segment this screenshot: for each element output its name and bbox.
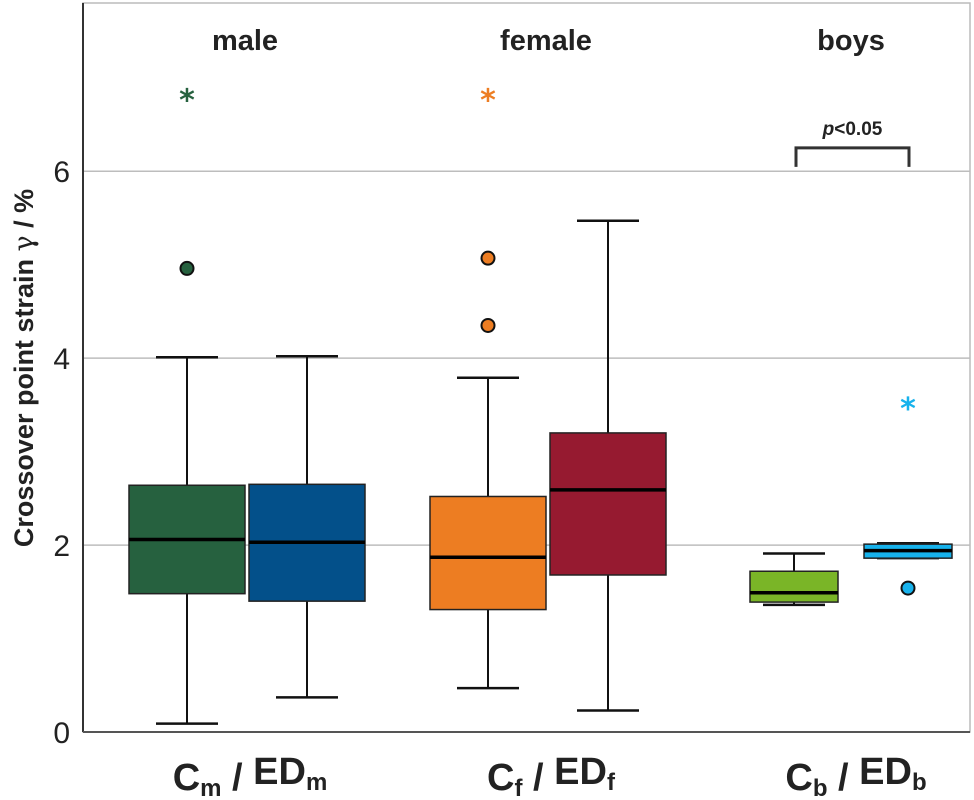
y-tick-label: 0 xyxy=(53,717,70,750)
x-label-a-sub: f xyxy=(514,775,523,800)
group-label-male: male xyxy=(212,25,278,57)
outlier-point xyxy=(900,580,916,596)
y-axis-label: Crossover point strain γ / % xyxy=(9,189,40,547)
y-axis-label-prefix: Crossover point strain xyxy=(9,252,39,548)
box-iqr xyxy=(549,432,667,576)
boxes: * * * xyxy=(128,83,953,725)
box-Cm: * xyxy=(128,83,246,725)
x-label-a: C xyxy=(173,757,200,799)
x-tick-label: Cm / EDm xyxy=(173,751,328,800)
x-label-a: C xyxy=(785,757,812,799)
significance-value: <0.05 xyxy=(834,119,883,140)
x-label-b: ED xyxy=(859,751,912,793)
significance-p: p xyxy=(822,119,835,140)
x-label-b: ED xyxy=(554,751,607,793)
y-tick-label: 6 xyxy=(53,156,70,189)
box-iqr xyxy=(749,570,839,603)
x-label-sep: / xyxy=(827,757,859,799)
x-label-b: ED xyxy=(253,751,306,793)
x-label-sep: / xyxy=(221,757,253,799)
x-label-b-sub: f xyxy=(607,769,616,796)
box-EDm xyxy=(248,355,366,699)
significance-bracket xyxy=(794,146,911,167)
extreme-outlier-star: * xyxy=(480,83,496,118)
y-axis-label-symbol: γ xyxy=(9,235,40,251)
x-label-sep: / xyxy=(522,757,554,799)
y-tick-label: 4 xyxy=(53,343,70,376)
extreme-outlier-star: * xyxy=(900,392,916,427)
group-label-boys: boys xyxy=(817,25,885,57)
box-EDb: * xyxy=(863,392,953,596)
box-EDf xyxy=(549,219,667,712)
x-tick-label: Cf / EDf xyxy=(487,751,616,800)
x-tick-label: Cb / EDb xyxy=(785,751,926,800)
y-tick-label: 2 xyxy=(53,530,70,563)
annotations: p<0.05 xyxy=(794,119,911,167)
significance-label: p<0.05 xyxy=(822,119,883,140)
x-label-a: C xyxy=(487,757,514,799)
x-tick-labels: Cm / EDm Cf / EDf Cb / EDb xyxy=(173,751,927,800)
plot-area-frame xyxy=(82,2,971,733)
group-labels: male female boys xyxy=(212,25,885,57)
outlier-point xyxy=(480,250,496,266)
x-label-b-sub: m xyxy=(306,769,327,796)
box-Cf: * xyxy=(429,83,547,690)
x-label-b-sub: b xyxy=(912,769,927,796)
group-label-female: female xyxy=(500,25,592,57)
y-axis-label-suffix: / % xyxy=(9,189,39,236)
box-iqr xyxy=(429,495,547,611)
x-label-a-sub: m xyxy=(200,775,221,800)
outlier-point xyxy=(179,260,195,276)
y-tick-labels: 0 2 4 6 xyxy=(53,156,70,750)
x-label-a-sub: b xyxy=(813,775,828,800)
box-Cb xyxy=(749,552,839,607)
extreme-outlier-star: * xyxy=(179,83,195,118)
outlier-point xyxy=(480,317,496,333)
